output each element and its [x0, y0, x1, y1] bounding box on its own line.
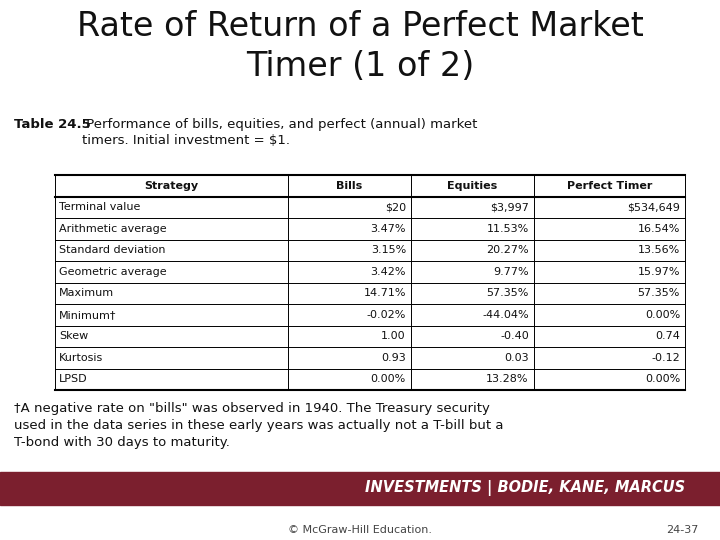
Text: Bills: Bills	[336, 181, 363, 191]
Text: Geometric average: Geometric average	[59, 267, 166, 276]
Text: 1.00: 1.00	[382, 331, 406, 341]
Text: -0.12: -0.12	[652, 353, 680, 363]
Text: 0.93: 0.93	[381, 353, 406, 363]
Text: 57.35%: 57.35%	[638, 288, 680, 298]
Text: 3.47%: 3.47%	[371, 224, 406, 234]
Text: $3,997: $3,997	[490, 202, 528, 212]
Text: Kurtosis: Kurtosis	[59, 353, 103, 363]
Text: Equities: Equities	[447, 181, 498, 191]
Text: Arithmetic average: Arithmetic average	[59, 224, 166, 234]
Text: Perfect Timer: Perfect Timer	[567, 181, 652, 191]
Text: 0.00%: 0.00%	[644, 374, 680, 384]
Text: -0.02%: -0.02%	[366, 310, 406, 320]
Text: Terminal value: Terminal value	[59, 202, 140, 212]
Text: 11.53%: 11.53%	[487, 224, 528, 234]
Text: 3.42%: 3.42%	[371, 267, 406, 276]
Text: -44.04%: -44.04%	[482, 310, 528, 320]
Text: †A negative rate on "bills" was observed in 1940. The Treasury security
used in : †A negative rate on "bills" was observed…	[14, 402, 503, 449]
Text: 14.71%: 14.71%	[364, 288, 406, 298]
Text: 15.97%: 15.97%	[637, 267, 680, 276]
Text: 0.74: 0.74	[655, 331, 680, 341]
Text: -0.40: -0.40	[500, 331, 528, 341]
Text: Performance of bills, equities, and perfect (annual) market
timers. Initial inve: Performance of bills, equities, and perf…	[82, 118, 478, 147]
Text: 24-37: 24-37	[666, 525, 698, 535]
Bar	[0, 472, 720, 505]
Text: Standard deviation: Standard deviation	[59, 245, 166, 255]
Text: 0.00%: 0.00%	[371, 374, 406, 384]
Text: Minimum†: Minimum†	[59, 310, 117, 320]
Text: 0.00%: 0.00%	[644, 310, 680, 320]
Text: INVESTMENTS | BODIE, KANE, MARCUS: INVESTMENTS | BODIE, KANE, MARCUS	[365, 481, 685, 496]
Text: $20: $20	[384, 202, 406, 212]
Text: 57.35%: 57.35%	[487, 288, 528, 298]
Text: Strategy: Strategy	[145, 181, 199, 191]
Text: Rate of Return of a Perfect Market
Timer (1 of 2): Rate of Return of a Perfect Market Timer…	[76, 10, 644, 83]
Text: 13.56%: 13.56%	[638, 245, 680, 255]
Text: © McGraw-Hill Education.: © McGraw-Hill Education.	[288, 525, 432, 535]
Text: 13.28%: 13.28%	[486, 374, 528, 384]
Text: 9.77%: 9.77%	[493, 267, 528, 276]
Text: LPSD: LPSD	[59, 374, 88, 384]
Text: Skew: Skew	[59, 331, 89, 341]
Text: 0.03: 0.03	[504, 353, 528, 363]
Text: $534,649: $534,649	[627, 202, 680, 212]
Text: Table 24.5: Table 24.5	[14, 118, 91, 131]
Text: 3.15%: 3.15%	[371, 245, 406, 255]
Text: 16.54%: 16.54%	[638, 224, 680, 234]
Text: 20.27%: 20.27%	[486, 245, 528, 255]
Text: Maximum: Maximum	[59, 288, 114, 298]
